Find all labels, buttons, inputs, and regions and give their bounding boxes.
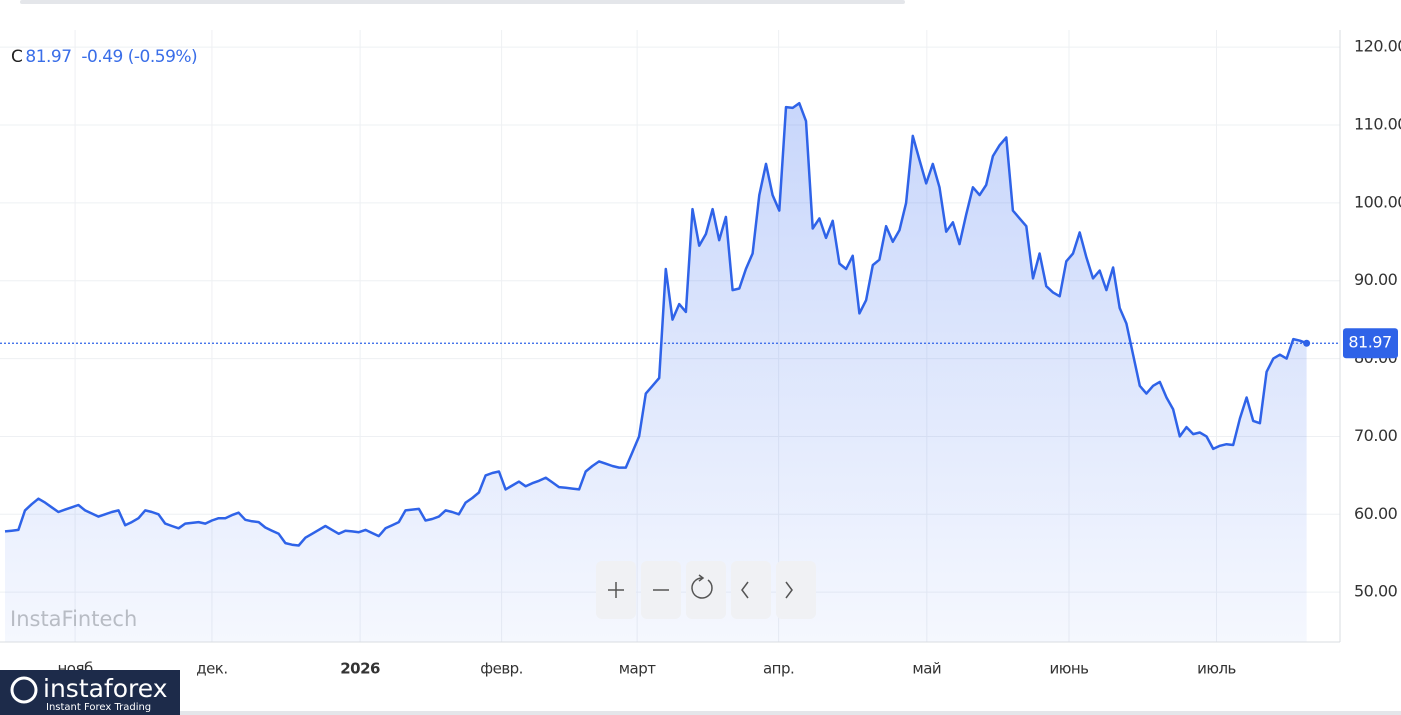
logo-name: instaforex (43, 674, 168, 703)
y-tick-label: 100.00 (1354, 192, 1401, 211)
y-tick-label: 110.00 (1354, 114, 1401, 133)
symbol: C (11, 47, 23, 67)
scroll-right[interactable] (776, 561, 816, 619)
zoom-controls (596, 561, 816, 619)
last-price: 81.97 (25, 47, 72, 67)
x-tick-label: март (619, 660, 657, 678)
logo-tagline: Instant Forex Trading (46, 702, 151, 713)
x-tick-label: июнь (1049, 660, 1088, 678)
last-price-box (1343, 328, 1398, 359)
logo-icon (10, 676, 38, 704)
x-tick-label: апр. (763, 660, 794, 678)
scroll-left[interactable] (731, 561, 771, 619)
price-header: C 81.97 -0.49 (-0.59%) (11, 47, 198, 67)
y-tick-label: 70.00 (1354, 426, 1398, 445)
x-tick-label: дек. (196, 660, 227, 678)
x-tick-label: февр. (480, 660, 523, 678)
last-price-label: 81.97 (1348, 333, 1391, 352)
logo-box (0, 670, 180, 715)
y-tick-label: 120.00 (1354, 37, 1401, 56)
watermark: InstaFintech (10, 607, 137, 631)
top-bar (20, 0, 905, 4)
x-tick-label: май (912, 660, 941, 678)
x-tick-label: 2026 (340, 660, 380, 678)
bottom-bar (0, 711, 1401, 715)
x-tick-label: июль (1197, 660, 1236, 678)
change-pct: (-0.59%) (127, 47, 198, 67)
y-tick-label: 60.00 (1354, 504, 1398, 523)
y-tick-label: 50.00 (1354, 582, 1398, 601)
change: -0.49 (81, 47, 123, 67)
last-point (1303, 339, 1311, 347)
price-line (4, 101, 1308, 547)
reset[interactable] (686, 561, 726, 619)
y-tick-label: 90.00 (1354, 270, 1398, 289)
area (5, 103, 1307, 642)
